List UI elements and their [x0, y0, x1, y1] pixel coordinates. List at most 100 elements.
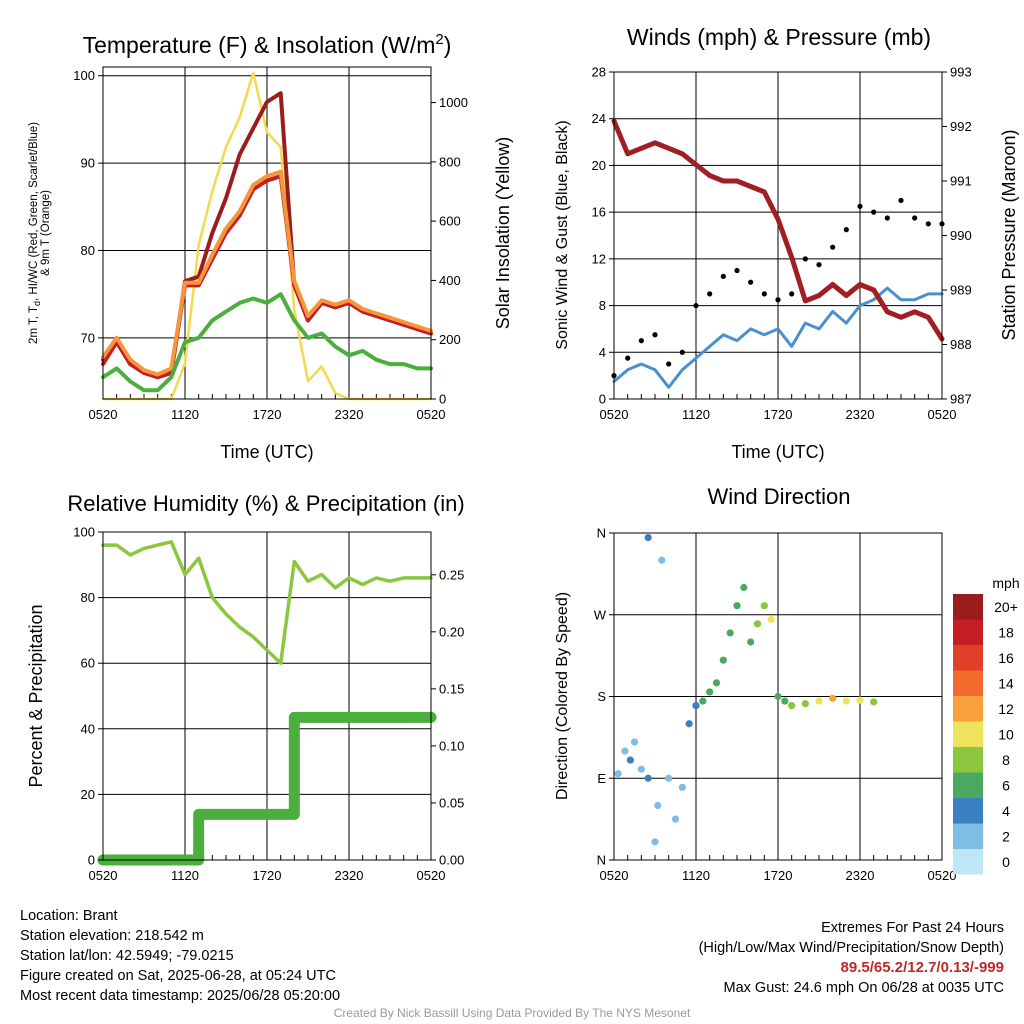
y-right-tick-label: 400	[439, 273, 461, 288]
y-right-tick-label: 988	[950, 337, 972, 352]
x-tick-label: 0520	[600, 868, 629, 883]
x-tick-label: 0520	[417, 407, 446, 422]
gust-point	[761, 291, 767, 297]
y-tick-label: 12	[592, 251, 606, 266]
x-tick-label: 0520	[600, 407, 629, 422]
location-text: Location: Brant	[20, 908, 118, 924]
max-gust-text: Max Gust: 24.6 mph On 06/28 at 0035 UTC	[723, 980, 1004, 996]
direction-point	[665, 774, 673, 782]
winds-x-ticks: 0520 1120 1720 2320 0520	[600, 407, 957, 422]
colorbar-label: 10	[998, 726, 1014, 742]
direction-point	[719, 656, 727, 664]
colorbar-swatch	[953, 594, 983, 620]
colorbar-label: 4	[1002, 803, 1010, 819]
gust-point	[748, 279, 754, 285]
direction-title: Wind Direction	[707, 484, 850, 509]
direction-point	[626, 756, 635, 764]
direction-point	[760, 602, 768, 610]
y-tick-label: S	[597, 689, 606, 704]
direction-points	[614, 533, 878, 846]
gust-point	[857, 203, 863, 209]
x-tick-label: 1720	[764, 407, 793, 422]
y-right-tick-label: 1000	[439, 95, 468, 110]
gust-point	[884, 215, 890, 221]
winds-panel: Winds (mph) & Pressure (mb) 0 4 8 12 16 20 24 2…	[554, 24, 1019, 462]
gust-point	[802, 256, 808, 262]
y-right-tick-label: 0.20	[439, 624, 464, 639]
latlon-text: Station lat/lon: 42.5949; -79.0215	[20, 948, 234, 964]
winds-x-axis-label: Time (UTC)	[731, 442, 824, 462]
gust-point	[666, 361, 672, 367]
gust-point	[775, 297, 781, 303]
temperature-series-line	[101, 174, 433, 380]
y-right-tick-label: 0.25	[439, 567, 464, 582]
direction-point	[644, 533, 652, 542]
y-right-tick-label: 991	[950, 174, 972, 189]
gust-point	[693, 302, 699, 309]
colorbar-label: 14	[998, 675, 1014, 691]
y-tick-label: 16	[592, 205, 606, 220]
y-right-tick-label: 992	[950, 119, 972, 134]
extremes-values: 89.5/65.2/12.7/0.13/-999	[840, 959, 1004, 976]
gust-point	[871, 209, 877, 215]
gust-point	[679, 349, 685, 355]
colorbar-label: 16	[998, 650, 1014, 666]
humidity-left-axis-label: Percent & Precipitation	[26, 604, 46, 787]
extremes-info: Extremes For Past 24 Hours (High/Low/Max…	[699, 918, 1004, 998]
y-tick-label: 24	[592, 111, 606, 126]
winds-grid	[614, 72, 942, 399]
temperature-right-axis-label: Solar Insolation (Yellow)	[493, 137, 513, 329]
y-tick-label: 0	[88, 853, 95, 868]
figure-created-text: Figure created on Sat, 2025-06-28, at 05…	[20, 968, 336, 984]
colorbar-swatch	[953, 798, 983, 824]
direction-point	[747, 638, 755, 646]
y-right-tick-label: 800	[439, 154, 461, 169]
direction-point	[767, 615, 775, 623]
y-tick-label: 20	[81, 787, 95, 802]
y-right-tick-label: 0	[439, 392, 446, 407]
gust-point	[707, 291, 713, 297]
x-tick-label: 2320	[846, 868, 875, 883]
y-tick-label: 100	[73, 525, 95, 540]
y-tick-label: 60	[81, 656, 95, 671]
winds-right-ticks: 987 988 989 990 991 992 993	[942, 65, 972, 407]
direction-point	[815, 697, 823, 705]
direction-point	[671, 815, 680, 823]
direction-left-ticks: N E S W N	[594, 526, 614, 868]
temperature-plot-frame	[102, 66, 432, 400]
gust-point	[843, 227, 849, 233]
winds-right-axis-label: Station Pressure (Maroon)	[999, 129, 1019, 340]
y-tick-label: N	[597, 526, 606, 541]
station-info: Location: Brant Station elevation: 218.5…	[20, 906, 340, 1006]
colorbar-swatch	[953, 696, 983, 722]
y-tick-label: W	[594, 607, 607, 622]
gust-point	[652, 332, 658, 338]
direction-point	[685, 720, 693, 728]
x-tick-label: 2320	[846, 407, 875, 422]
y-right-tick-label: 989	[950, 283, 972, 298]
gust-point	[912, 215, 918, 221]
x-tick-label: 0520	[928, 868, 957, 883]
y-right-tick-label: 0.15	[439, 681, 464, 696]
direction-point	[658, 556, 666, 564]
y-tick-label: 20	[592, 158, 606, 173]
colorbar-swatch	[953, 721, 983, 747]
y-tick-label: 40	[81, 721, 95, 736]
y-tick-label: 4	[599, 345, 606, 360]
direction-point	[651, 838, 659, 846]
direction-point	[644, 774, 652, 782]
x-tick-label: 0520	[89, 407, 118, 422]
relative-humidity-line	[101, 540, 433, 665]
gust-point	[925, 221, 931, 227]
y-tick-label: 0	[599, 392, 606, 407]
gust-point	[816, 262, 822, 268]
y-tick-label: 90	[81, 156, 95, 171]
temperature-x-ticks: 0520 1120 1720 2320 0520	[89, 407, 446, 422]
humidity-left-ticks: 0 20 40 60 80 100	[73, 525, 103, 868]
direction-point	[740, 583, 748, 592]
gust-point	[734, 267, 740, 274]
direction-point	[842, 697, 850, 705]
y-tick-label: N	[597, 853, 606, 868]
